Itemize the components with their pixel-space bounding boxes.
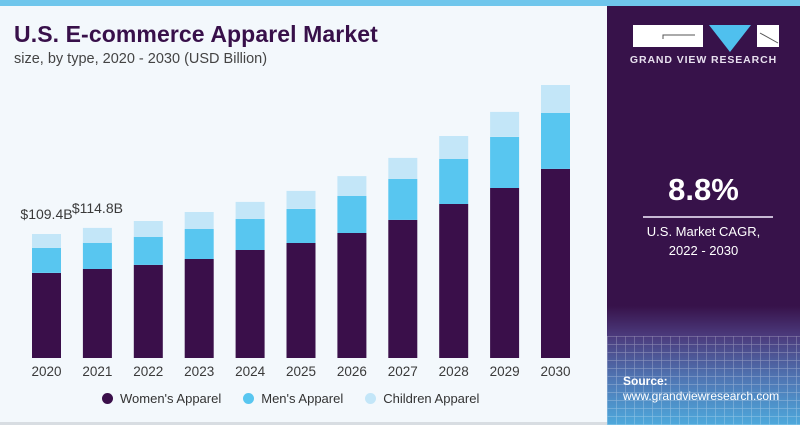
legend-label: Women's Apparel xyxy=(120,391,222,406)
bottom-divider xyxy=(0,422,607,425)
x-tick-label-2028: 2028 xyxy=(439,364,469,379)
data-label-total-2021: $114.8B xyxy=(72,200,123,216)
bar-men-s-apparel-2026 xyxy=(337,196,367,233)
bar-children-apparel-2026 xyxy=(337,176,367,196)
bar-women-s-apparel-2020 xyxy=(32,273,61,358)
x-tick-label-2027: 2027 xyxy=(388,364,418,379)
chart-legend: Women's Apparel Men's Apparel Children App… xyxy=(102,391,501,406)
bar-children-apparel-2023 xyxy=(184,212,214,229)
legend-label: Men's Apparel xyxy=(261,391,344,406)
x-tick-label-2030: 2030 xyxy=(540,364,570,379)
bar-men-s-apparel-2022 xyxy=(133,236,163,265)
cagr-value: 8.8% xyxy=(668,172,739,207)
bar-men-s-apparel-2023 xyxy=(184,229,214,259)
bar-men-s-apparel-2025 xyxy=(286,209,316,243)
legend-item-women-s-apparel: Women's Apparel xyxy=(102,391,221,406)
bar-children-apparel-2021 xyxy=(82,227,112,243)
x-tick-label-2029: 2029 xyxy=(490,364,520,379)
chart-title: U.S. E-commerce Apparel Market xyxy=(14,21,378,47)
bar-group-2021 xyxy=(82,227,112,358)
bar-children-apparel-2027 xyxy=(388,157,418,179)
x-tick-label-2020: 2020 xyxy=(31,364,61,379)
cagr-label-line1: U.S. Market CAGR, xyxy=(646,224,761,239)
stacked-bar-chart: 2020 2021 2022 2023 2024 2025 2026 2027 2028 2029… xyxy=(20,85,571,379)
bar-group-2026 xyxy=(337,176,367,358)
panel-grid-decoration xyxy=(607,336,800,425)
bar-group-2027 xyxy=(388,157,418,358)
legend-item-men-s-apparel: Men's Apparel xyxy=(243,391,343,406)
bar-men-s-apparel-2024 xyxy=(235,218,265,250)
bar-group-2028 xyxy=(439,136,469,358)
bar-women-s-apparel-2025 xyxy=(286,243,316,358)
brand-name: GRAND VIEW RESEARCH xyxy=(629,54,778,66)
bar-women-s-apparel-2022 xyxy=(133,264,163,358)
bar-men-s-apparel-2020 xyxy=(32,247,61,273)
bar-children-apparel-2028 xyxy=(439,136,469,159)
bar-children-apparel-2025 xyxy=(286,190,316,209)
bar-men-s-apparel-2027 xyxy=(388,178,418,220)
x-tick-label-2024: 2024 xyxy=(235,364,266,379)
bar-group-2020 xyxy=(32,234,61,358)
x-tick-label-2023: 2023 xyxy=(184,364,214,379)
cagr-label: U.S. Market CAGR, 2022 - 2030 xyxy=(607,222,800,260)
bar-group-2023 xyxy=(184,212,214,358)
chart-subtitle: size, by type, 2020 - 2030 (USD Billion) xyxy=(14,51,268,67)
bar-men-s-apparel-2021 xyxy=(82,242,112,269)
bar-children-apparel-2029 xyxy=(490,111,520,137)
bar-women-s-apparel-2024 xyxy=(235,250,265,358)
legend-dot-icon xyxy=(102,393,113,404)
grand-view-research-logo-icon xyxy=(633,25,779,52)
source-url-link[interactable]: www.grandviewresearch.com xyxy=(623,389,780,403)
x-tick-label-2021: 2021 xyxy=(82,364,112,379)
bar-women-s-apparel-2030 xyxy=(541,168,570,358)
bar-women-s-apparel-2027 xyxy=(388,219,418,358)
info-side-panel: GRAND VIEW RESEARCH 8.8% U.S. Market CAG… xyxy=(607,6,800,425)
bar-group-2024 xyxy=(235,201,265,358)
bar-women-s-apparel-2028 xyxy=(439,204,469,358)
bar-women-s-apparel-2026 xyxy=(337,233,367,358)
panel-gradient-background xyxy=(607,306,800,425)
bar-men-s-apparel-2029 xyxy=(490,137,520,188)
legend-label: Children Apparel xyxy=(383,391,480,406)
bar-men-s-apparel-2028 xyxy=(439,159,469,204)
legend-dot-icon xyxy=(243,393,255,404)
bar-children-apparel-2030 xyxy=(541,85,570,113)
bar-men-s-apparel-2030 xyxy=(541,112,570,169)
top-accent-strip xyxy=(0,0,800,6)
bar-children-apparel-2024 xyxy=(235,201,265,219)
bar-children-apparel-2020 xyxy=(32,234,61,248)
x-tick-label-2022: 2022 xyxy=(133,364,163,379)
bar-group-2030 xyxy=(541,85,570,358)
bar-women-s-apparel-2021 xyxy=(82,269,112,358)
bar-group-2022 xyxy=(133,221,163,358)
bar-group-2025 xyxy=(286,190,316,358)
cagr-label-line2: 2022 - 2030 xyxy=(668,243,739,258)
data-label-total-2020: $109.4B xyxy=(20,206,72,222)
legend-dot-icon xyxy=(365,393,377,404)
x-tick-label-2026: 2026 xyxy=(337,364,367,379)
source-label: Source: xyxy=(623,374,668,388)
bar-children-apparel-2022 xyxy=(133,221,163,237)
legend-item-children-apparel: Children Apparel xyxy=(365,391,479,406)
x-tick-label-2025: 2025 xyxy=(286,364,316,379)
bar-women-s-apparel-2029 xyxy=(490,188,520,358)
cagr-divider xyxy=(643,216,773,218)
bar-women-s-apparel-2023 xyxy=(184,259,214,358)
bar-group-2029 xyxy=(490,111,520,358)
